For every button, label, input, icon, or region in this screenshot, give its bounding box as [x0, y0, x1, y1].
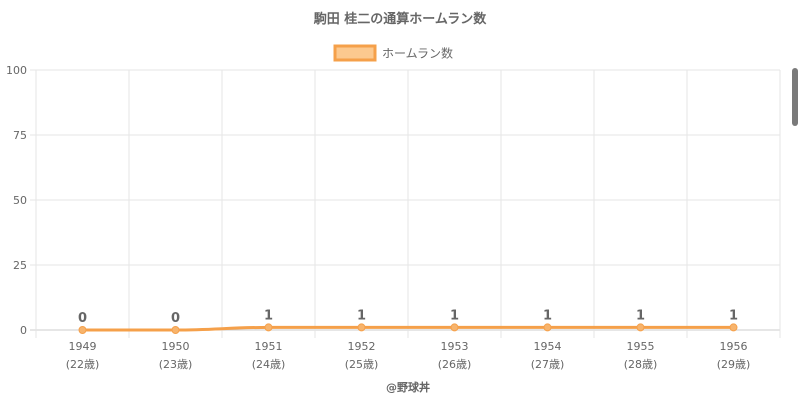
x-tick-label: 1951: [255, 340, 283, 353]
x-tick-sublabel: (23歳): [159, 358, 193, 371]
data-label: 1: [450, 308, 459, 323]
credit-text: @野球丼: [386, 380, 430, 394]
x-tick-sublabel: (24歳): [252, 358, 286, 371]
legend-label: ホームラン数: [382, 46, 453, 61]
x-tick-label: 1952: [348, 340, 376, 353]
x-tick-label: 1953: [441, 340, 469, 353]
data-label: 1: [636, 308, 645, 323]
data-point: [171, 326, 180, 334]
x-tick-sublabel: (27歳): [531, 358, 565, 371]
legend-swatch: [333, 44, 377, 62]
x-tick-sublabel: (26歳): [438, 358, 472, 371]
y-tick-label: 100: [6, 64, 27, 77]
y-tick-label: 50: [13, 194, 27, 207]
y-tick-label: 25: [13, 259, 27, 272]
x-tick-label: 1949: [69, 340, 97, 353]
data-label: 1: [264, 308, 273, 323]
data-label: 1: [357, 308, 366, 323]
data-label: 1: [729, 308, 738, 323]
x-tick-sublabel: (29歳): [717, 358, 751, 371]
scrollbar-thumb[interactable]: [792, 68, 798, 126]
x-tick-label: 1955: [627, 340, 655, 353]
data-label: 0: [171, 311, 180, 326]
data-label: 1: [543, 308, 552, 323]
x-tick-label: 1954: [534, 340, 562, 353]
chart-title: 駒田 桂二の通算ホームラン数: [313, 11, 487, 27]
y-tick-label: 75: [13, 129, 27, 142]
data-point: [636, 323, 645, 332]
data-point: [543, 323, 552, 332]
data-label: 0: [78, 311, 87, 326]
x-tick-sublabel: (28歳): [624, 358, 658, 371]
legend[interactable]: ホームラン数: [333, 44, 453, 62]
x-tick-label: 1950: [162, 340, 190, 353]
x-tick-sublabel: (25歳): [345, 358, 379, 371]
x-tick-sublabel: (22歳): [66, 358, 100, 371]
y-tick-label: 0: [20, 324, 27, 337]
series-line: [82, 325, 734, 332]
data-point: [357, 323, 366, 332]
data-point: [78, 326, 87, 334]
data-point: [264, 323, 273, 332]
data-point: [729, 323, 738, 332]
data-point: [450, 323, 459, 332]
x-tick-label: 1956: [720, 340, 748, 353]
